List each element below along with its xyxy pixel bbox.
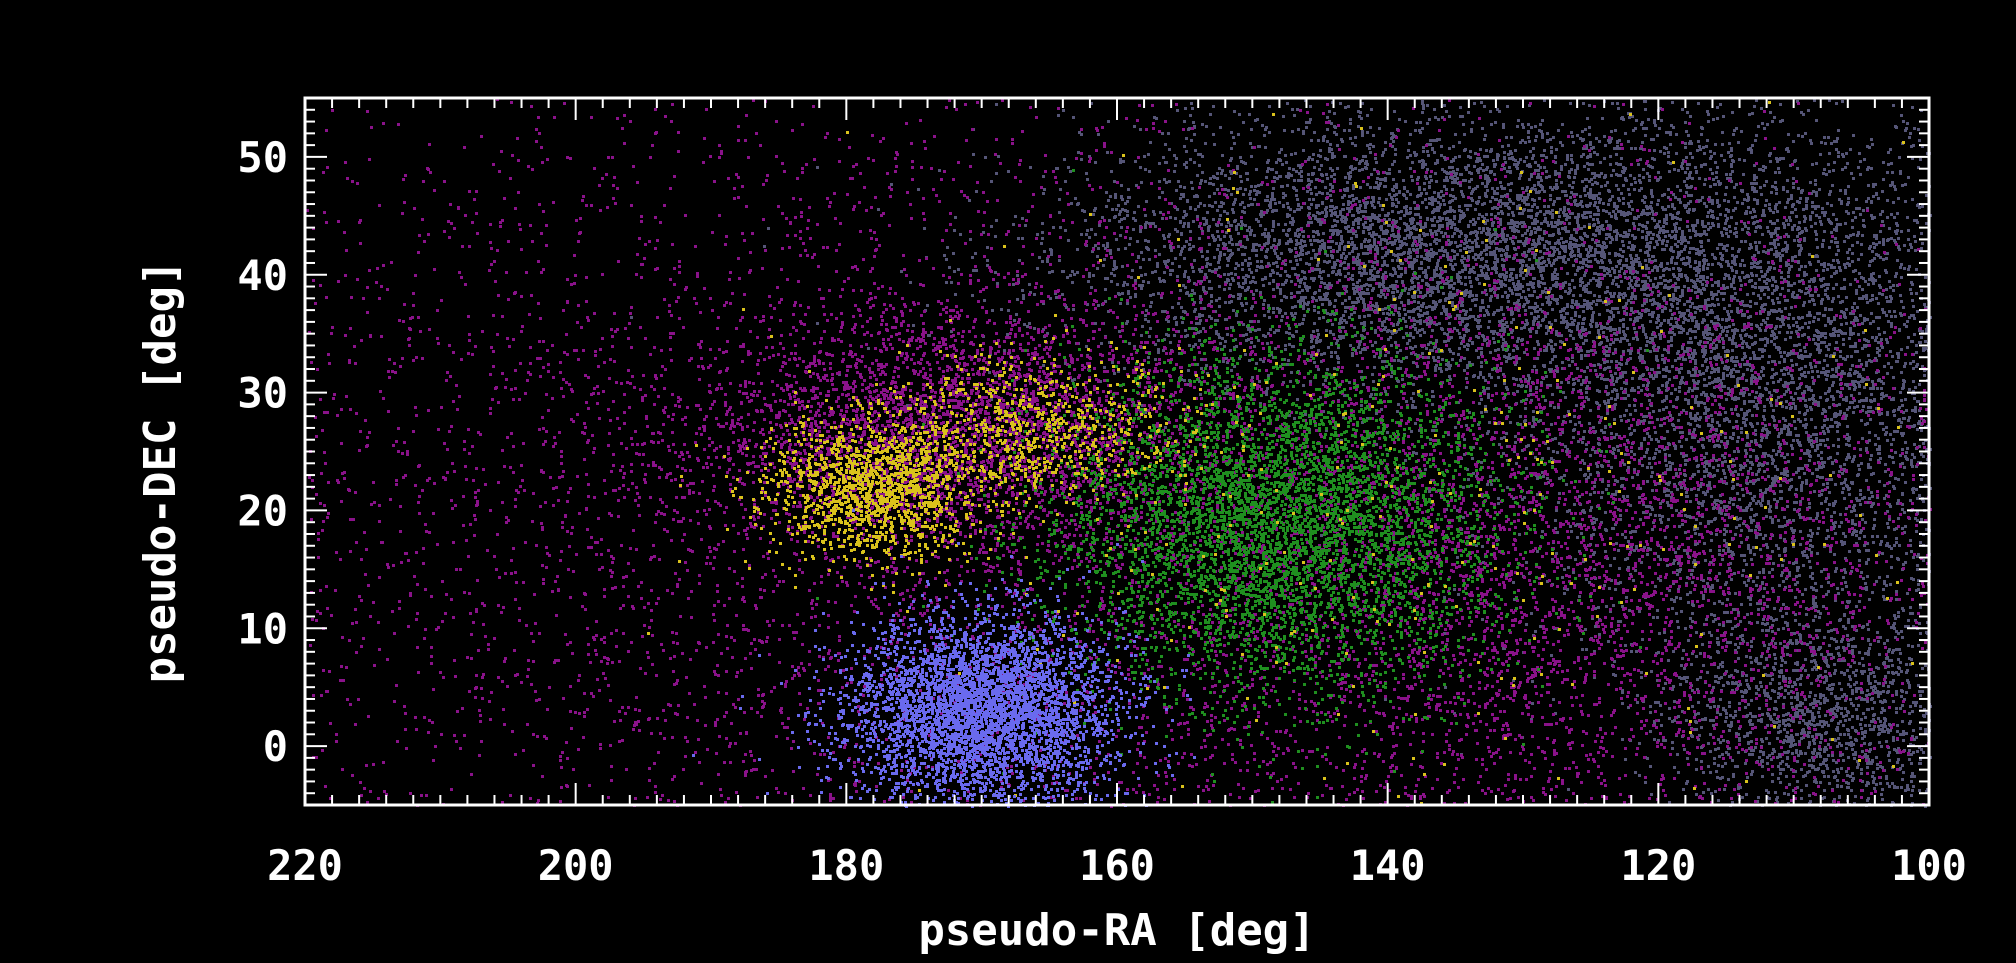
y-tick-labels: 0 10 20 30 40 50 — [237, 133, 288, 771]
series-2-points — [816, 169, 1649, 804]
x-tick-labels: 220 200 180 160 140 120 100 — [267, 841, 1967, 890]
series-3-points — [647, 101, 1914, 805]
series-4-points — [692, 509, 1196, 808]
x-tick-label: 160 — [1079, 841, 1155, 890]
x-tick-label: 120 — [1620, 841, 1696, 890]
y-tick-label: 0 — [263, 722, 288, 771]
series-4-dots — [692, 509, 1196, 808]
series-0-points — [630, 99, 1932, 808]
x-tick-label: 200 — [538, 841, 614, 890]
y-tick-label: 10 — [237, 604, 288, 653]
x-axis-label: pseudo-RA [deg] — [918, 905, 1315, 956]
data-points — [306, 98, 1932, 808]
x-tick-label: 140 — [1350, 841, 1426, 890]
series-3-dots — [647, 101, 1914, 805]
y-tick-label: 40 — [237, 251, 288, 300]
y-tick-label: 50 — [237, 133, 288, 182]
y-tick-label: 30 — [237, 369, 288, 418]
x-tick-label: 100 — [1891, 841, 1967, 890]
x-tick-label: 220 — [267, 841, 343, 890]
tick-marks — [304, 97, 1930, 806]
y-axis-label: pseudo-DEC [deg] — [135, 260, 186, 684]
series-2-dots — [816, 169, 1649, 804]
series-0-dots — [630, 99, 1932, 808]
x-tick-label: 180 — [808, 841, 884, 890]
y-tick-label: 20 — [237, 486, 288, 535]
